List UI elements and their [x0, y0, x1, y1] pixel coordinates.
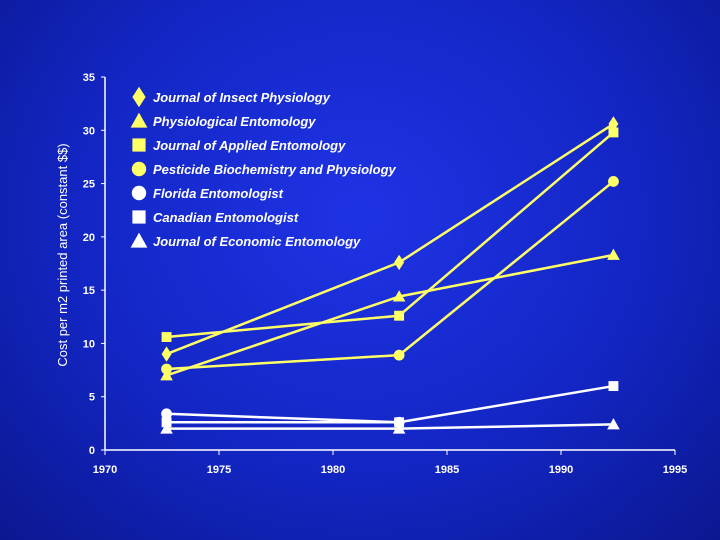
- legend: Journal of Insect Physiology Physiologica…: [130, 86, 397, 249]
- data-point: [394, 310, 405, 321]
- series: [160, 248, 620, 381]
- y-tick-label: 20: [83, 232, 95, 244]
- legend-label: Journal of Applied Entomology: [153, 138, 346, 153]
- legend-item: Journal of Economic Entomology: [130, 232, 361, 249]
- legend-marker: [132, 86, 146, 108]
- legend-marker: [132, 210, 146, 224]
- data-point: [607, 248, 620, 260]
- legend-label: Physiological Entomology: [153, 114, 316, 129]
- series-line: [166, 412, 400, 424]
- x-tick-label: 1975: [207, 464, 231, 476]
- legend-marker: [131, 161, 147, 177]
- legend-marker: [131, 185, 147, 201]
- y-tick-label: 15: [83, 285, 95, 297]
- legend-item: Physiological Entomology: [130, 112, 316, 129]
- data-point: [392, 422, 406, 434]
- legend-item: Florida Entomologist: [131, 185, 284, 201]
- data-point: [161, 363, 172, 375]
- series: [161, 408, 405, 428]
- series-line: [166, 253, 614, 377]
- y-tick-label: 25: [83, 179, 95, 191]
- legend-item: Canadian Entomologist: [132, 210, 299, 225]
- data-point: [607, 418, 620, 430]
- y-tick-label: 0: [89, 445, 95, 457]
- data-point: [394, 417, 405, 428]
- legend-label: Journal of Insect Physiology: [153, 90, 331, 105]
- y-tick-label: 35: [83, 72, 95, 84]
- data-point: [608, 381, 619, 392]
- x-tick-label: 1995: [663, 464, 687, 476]
- data-point: [608, 116, 619, 132]
- x-tick-label: 1980: [321, 464, 345, 476]
- legend-item: Journal of Insect Physiology: [132, 86, 331, 108]
- series: [161, 381, 619, 428]
- y-axis-label: Cost per m2 printed area (constant $$): [55, 143, 70, 366]
- x-tick-label: 1985: [435, 464, 459, 476]
- legend-item: Pesticide Biochemistry and Physiology: [131, 161, 397, 177]
- data-point: [394, 254, 405, 271]
- y-tick-label: 5: [89, 392, 95, 404]
- series-line: [166, 423, 614, 430]
- y-tick-label: 10: [83, 338, 95, 350]
- x-tick-label: 1970: [93, 464, 117, 476]
- data-point: [161, 408, 172, 420]
- legend-item: Journal of Applied Entomology: [132, 138, 346, 153]
- legend-label: Pesticide Biochemistry and Physiology: [153, 162, 397, 177]
- data-point: [160, 422, 173, 434]
- legend-label: Journal of Economic Entomology: [153, 234, 361, 249]
- y-tick-label: 30: [83, 125, 95, 137]
- data-point: [161, 417, 172, 428]
- legend-marker: [132, 138, 146, 152]
- data-point: [392, 290, 406, 302]
- data-point: [608, 176, 619, 187]
- data-point: [160, 369, 173, 381]
- legend-marker: [130, 232, 148, 248]
- x-tick-label: 1990: [549, 464, 573, 476]
- series: [161, 176, 619, 375]
- data-point: [161, 332, 172, 342]
- axes: 0 5 10 15 20 25 30 35 1970 1975 1980 1985 1990 1995: [83, 72, 687, 476]
- data-point: [608, 127, 619, 138]
- series: [161, 116, 619, 362]
- series: [161, 127, 619, 342]
- legend-label: Florida Entomologist: [153, 186, 284, 201]
- series-layer: [160, 116, 620, 434]
- data-point: [161, 346, 172, 362]
- legend-label: Canadian Entomologist: [153, 210, 299, 225]
- legend-marker: [130, 112, 148, 128]
- data-point: [393, 349, 405, 361]
- series: [160, 418, 620, 434]
